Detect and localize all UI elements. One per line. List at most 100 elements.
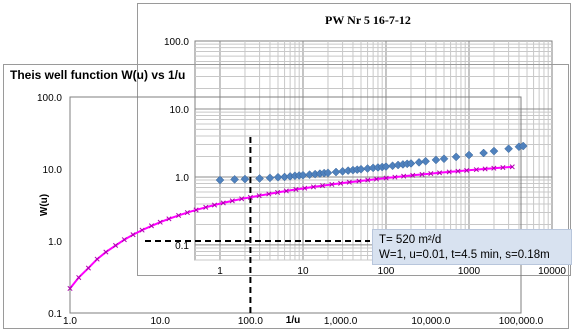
- front-y-axis-label: W(u): [39, 194, 50, 216]
- back-x-tick-label: 100: [378, 266, 395, 277]
- theis-curve-point: [184, 210, 190, 216]
- theis-curve-point: [203, 204, 209, 210]
- theis-curve-point: [500, 164, 506, 171]
- theis-curve-point: [428, 171, 434, 177]
- front-chart-frame: [3, 64, 569, 329]
- theis-curve-point: [76, 274, 82, 281]
- theis-curve-point: [419, 171, 425, 177]
- front-x-tick-label: 1,000.0: [324, 316, 358, 327]
- measured-data-point: [273, 172, 283, 182]
- theis-curve-point: [302, 185, 308, 191]
- measured-data-series: [215, 141, 528, 185]
- theis-curve-point: [338, 180, 344, 186]
- annotation-line-match-point: W=1, u=0.01, t=4.5 min, s=0.18m: [379, 249, 550, 261]
- front-x-tick-labels: 1.0 10.0 100.0 1,000.0 10,000.0 100,000.0: [63, 316, 544, 327]
- theis-curve-point: [220, 200, 226, 206]
- theis-curve-point: [482, 166, 488, 172]
- measured-data-point: [489, 146, 499, 156]
- measured-data-point: [265, 173, 275, 183]
- theis-curve-point: [247, 194, 253, 200]
- back-x-tick-label: 1000: [458, 266, 481, 277]
- measured-data-point: [439, 154, 449, 164]
- measured-data-point: [431, 155, 441, 165]
- measured-data-point: [255, 174, 264, 183]
- theis-curve-point: [319, 183, 326, 189]
- theis-curve-point: [229, 198, 235, 204]
- measured-data-point: [230, 175, 239, 184]
- theis-curve-point: [121, 237, 127, 243]
- theis-curve-point: [446, 169, 452, 175]
- theis-curve-point: [356, 178, 362, 184]
- measured-data-point: [240, 174, 250, 184]
- back-x-tick-label: 10000: [538, 266, 566, 277]
- measured-data-point: [298, 170, 308, 180]
- front-y-tick-label: 100.0: [37, 93, 62, 104]
- theis-curve-point: [329, 181, 335, 187]
- back-x-tick-label: 10: [297, 266, 309, 277]
- front-x-tick-label: 10,000.0: [411, 316, 450, 327]
- theis-curve-point: [176, 212, 182, 218]
- front-x-tick-label: 100,000.0: [499, 316, 544, 327]
- measured-data-point: [331, 167, 341, 177]
- theis-curve-point: [266, 191, 272, 197]
- front-plot-area: [69, 96, 522, 314]
- theis-curve-point: [365, 177, 371, 183]
- theis-curve-point: [293, 186, 299, 193]
- front-y-tick-label: 1.0: [48, 237, 62, 248]
- measured-data-point: [215, 175, 225, 185]
- theis-curve-point: [94, 256, 100, 262]
- measured-data-point: [356, 164, 366, 174]
- measured-data-point: [518, 141, 528, 151]
- theis-curve-point: [509, 164, 515, 170]
- theis-curve-point: [401, 173, 407, 179]
- theis-curve-point: [157, 219, 163, 225]
- measured-data-point: [464, 150, 474, 160]
- theis-curve-point: [193, 207, 199, 213]
- theis-curve-point: [491, 165, 497, 171]
- theis-curve-point: [256, 193, 262, 199]
- theis-curve-point: [383, 175, 389, 181]
- front-y-tick-label: 10.0: [43, 165, 63, 176]
- back-grid: [195, 41, 552, 261]
- theis-curve-point: [113, 242, 119, 249]
- front-x-tick-label: 1.0: [63, 316, 77, 327]
- measured-data-point: [421, 156, 430, 166]
- back-x-tick-labels: 1 10 100 1000 10000: [217, 266, 566, 277]
- theis-curve-point: [392, 174, 398, 180]
- back-y-tick-label: 100.0: [164, 37, 189, 48]
- measured-data-point: [451, 152, 461, 162]
- theis-curve-point: [139, 227, 145, 233]
- dashed-guides: [145, 137, 370, 313]
- theis-curve-point: [373, 176, 380, 182]
- theis-curve-point: [473, 167, 479, 173]
- front-x-tick-label: 100.0: [238, 316, 263, 327]
- back-y-tick-label: 0.1: [175, 241, 189, 252]
- measured-data-point: [323, 168, 333, 178]
- measured-data-point: [479, 148, 488, 158]
- measured-data-point: [381, 162, 391, 171]
- theis-curve-point: [166, 216, 172, 222]
- back-y-tick-label: 10.0: [170, 105, 190, 116]
- measured-data-point: [406, 159, 416, 168]
- theis-curve-point: [85, 265, 91, 271]
- theis-curve-point: [130, 232, 136, 238]
- theis-curve-line: [69, 165, 513, 290]
- theis-curve-point: [103, 249, 109, 255]
- theis-curve-point: [346, 179, 352, 185]
- theis-curve-point: [436, 170, 443, 176]
- theis-curve-point: [274, 189, 281, 195]
- back-y-tick-label: 1.0: [175, 173, 189, 184]
- theis-curve-point: [464, 167, 470, 173]
- annotation-box: T= 520 m²/d W=1, u=0.01, t=4.5 min, s=0.…: [372, 229, 572, 265]
- back-chart-title: PW Nr 5 16-7-12: [325, 13, 411, 27]
- theis-curve-point: [310, 184, 317, 190]
- front-y-tick-label: 0.1: [48, 309, 62, 320]
- theis-curve-point: [239, 196, 245, 202]
- back-x-tick-label: 1: [217, 266, 223, 277]
- theis-curve-point: [148, 223, 155, 229]
- front-x-axis-label: 1/u: [286, 315, 300, 326]
- front-x-tick-label: 10.0: [150, 316, 170, 327]
- theis-curve-series: [67, 164, 515, 292]
- measured-data-point: [504, 144, 513, 154]
